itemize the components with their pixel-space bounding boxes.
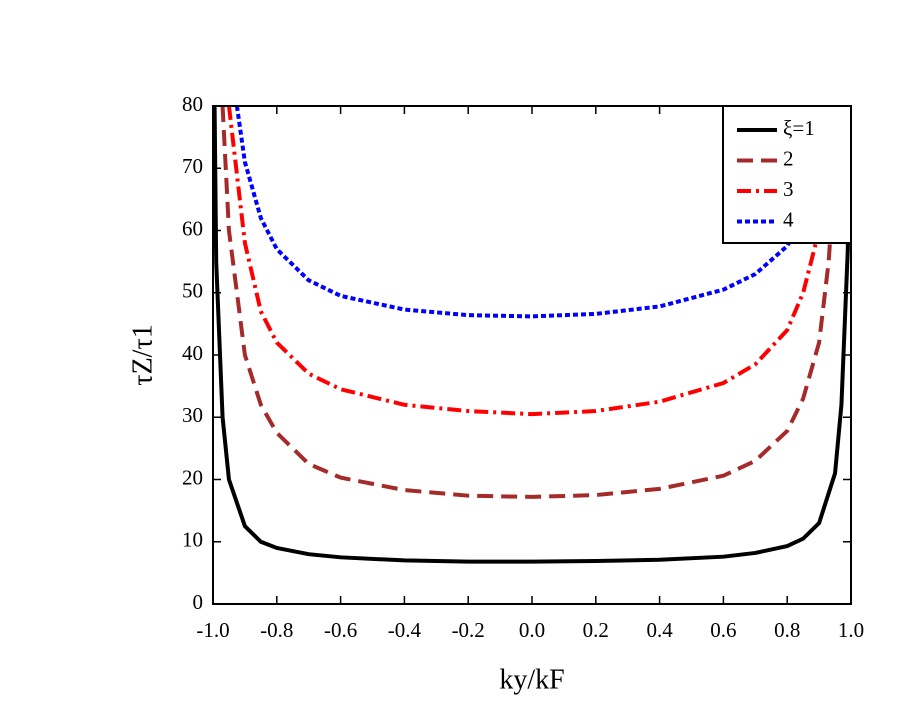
x-tick-label: -1.0 (196, 618, 229, 642)
y-tick-label: 80 (182, 92, 203, 116)
x-tick-label: 0.4 (646, 618, 673, 642)
series-line (226, 106, 838, 417)
y-tick-label: 10 (182, 528, 203, 552)
y-tick-label: 30 (182, 403, 203, 427)
y-tick-label: 70 (182, 154, 203, 178)
x-tick-label: -0.4 (388, 618, 422, 642)
x-tick-label: 0.2 (583, 618, 609, 642)
plot-frame (212, 105, 852, 605)
x-tick-label: -0.6 (324, 618, 357, 642)
legend-label: 4 (783, 207, 794, 231)
series-line (220, 106, 841, 499)
legend-label: 2 (783, 146, 794, 170)
series-line (213, 106, 851, 564)
legend: ξ=1 2 3 4 (722, 105, 852, 244)
y-tick-label: 40 (182, 341, 203, 365)
x-tick-label: 0.8 (774, 618, 800, 642)
y-axis-label: τZ/τ1 (127, 324, 158, 385)
y-tick-label: 0 (193, 590, 204, 614)
x-tick-label: 1.0 (838, 618, 864, 642)
x-tick-label: 0.0 (519, 618, 545, 642)
legend-label: 3 (783, 177, 794, 201)
y-tick-label: 20 (182, 465, 203, 489)
y-tick-label: 60 (182, 216, 203, 240)
x-tick-label: 0.6 (710, 618, 736, 642)
x-axis-label: ky/kF (499, 664, 564, 695)
y-tick-label: 50 (182, 279, 203, 303)
x-tick-label: -0.8 (260, 618, 293, 642)
x-tick-label: -0.2 (452, 618, 485, 642)
legend-label: ξ=1 (783, 116, 815, 140)
